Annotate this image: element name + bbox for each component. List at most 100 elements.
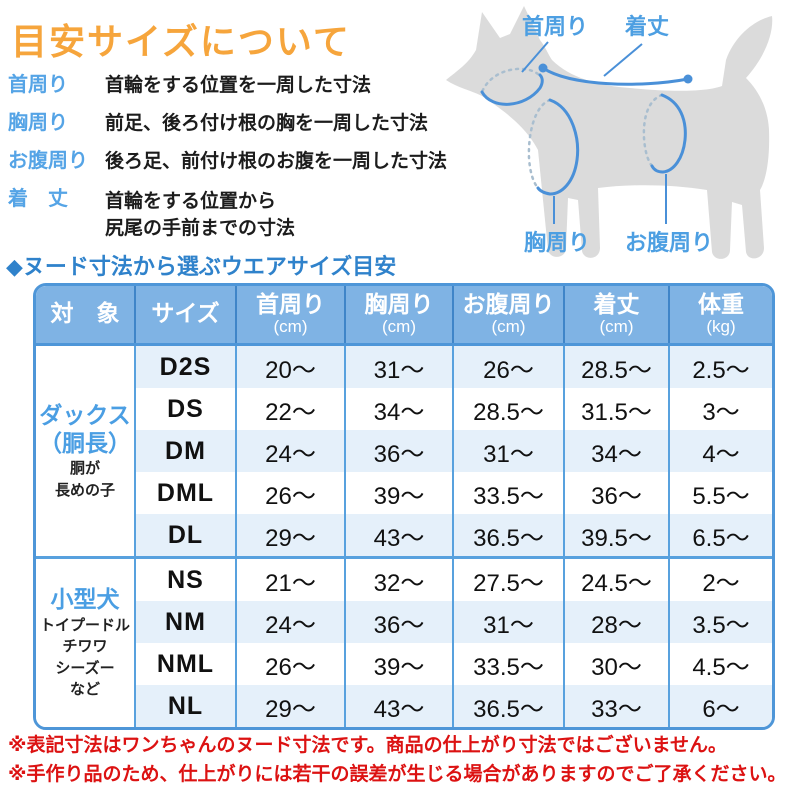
size-cell: D2S	[134, 344, 236, 388]
belly-cell: 28.5〜	[452, 388, 564, 430]
definition-term: 首周り	[8, 74, 68, 96]
chest-cell: 31〜	[344, 344, 453, 388]
weight-cell: 4〜	[668, 430, 772, 472]
section-title: ◆ヌード寸法から選ぶウエアサイズ目安	[6, 254, 397, 279]
length-cell: 33〜	[563, 685, 669, 727]
definition-belly: お腹周り 後ろ足、前付け根のお腹を一周した寸法	[8, 150, 448, 173]
length-cell: 30〜	[563, 643, 669, 685]
belly-cell: 26〜	[452, 344, 564, 388]
chest-cell: 34〜	[344, 388, 453, 430]
page-title: 目安サイズについて	[11, 21, 351, 62]
neck-cell: 24〜	[235, 430, 345, 472]
definition-desc-line1: 首輪をする位置から	[105, 191, 277, 212]
diagram-label-chest: 胸周り	[524, 230, 590, 255]
length-cell: 28.5〜	[563, 344, 669, 388]
diagram-label-neck: 首周り	[522, 14, 588, 39]
table-row: DL 29〜 43〜 36.5〜 39.5〜 6.5〜	[36, 514, 772, 558]
neck-cell: 26〜	[235, 643, 345, 685]
belly-ring-front	[650, 93, 687, 174]
weight-cell: 2.5〜	[668, 344, 772, 388]
neck-cell: 20〜	[235, 344, 345, 388]
dog-silhouette	[446, 6, 773, 259]
neck-label-leader	[521, 41, 549, 73]
size-cell: DL	[134, 514, 236, 558]
table-row: DS 22〜 34〜 28.5〜 31.5〜 3〜	[36, 388, 772, 430]
measure-dot-rear	[683, 74, 693, 84]
size-cell: DS	[134, 388, 236, 430]
chest-cell: 43〜	[344, 685, 453, 727]
header-size: サイズ	[134, 286, 236, 346]
length-cell: 36〜	[563, 472, 669, 514]
dog-diagram-svg: 首周り 着丈 胸周り お腹周り	[446, 6, 773, 259]
header-length: 着丈 (cm)	[563, 286, 669, 346]
definition-term: 着 丈	[8, 188, 68, 210]
definition-desc: 後ろ足、前付け根のお腹を一周した寸法	[105, 151, 448, 172]
neck-cell: 24〜	[235, 601, 345, 643]
size-table: 対 象 サイズ 首周り (cm) 胸周り (cm) お腹周り (cm) 着丈 (cm) …	[36, 286, 772, 727]
table-row: NL 29〜 43〜 36.5〜 33〜 6〜	[36, 685, 772, 727]
length-cell: 34〜	[563, 430, 669, 472]
belly-cell: 31〜	[452, 430, 564, 472]
weight-cell: 3〜	[668, 388, 772, 430]
table-row: NM 24〜 36〜 31〜 28〜 3.5〜	[36, 601, 772, 643]
footer-notes: ※表記寸法はワンちゃんのヌード寸法です。商品の仕上がり寸法ではございません。 ※…	[8, 731, 786, 789]
table-row: NML 26〜 39〜 33.5〜 30〜 4.5〜	[36, 643, 772, 685]
header-chest: 胸周り (cm)	[344, 286, 453, 346]
group-cell-small-dog: 小型犬 トイプードル チワワ シーズー など	[36, 556, 135, 727]
size-cell: NM	[134, 601, 236, 643]
weight-cell: 3.5〜	[668, 601, 772, 643]
belly-cell: 27.5〜	[452, 556, 564, 601]
neck-cell: 29〜	[235, 514, 345, 558]
belly-cell: 33.5〜	[452, 472, 564, 514]
belly-cell: 33.5〜	[452, 643, 564, 685]
size-cell: NS	[134, 556, 236, 601]
back-length-line	[541, 66, 690, 86]
size-cell: NL	[134, 685, 236, 727]
header-weight: 体重 (kg)	[668, 286, 772, 346]
weight-cell: 6.5〜	[668, 514, 772, 558]
length-cell: 28〜	[563, 601, 669, 643]
length-cell: 31.5〜	[563, 388, 669, 430]
definition-term: お腹周り	[8, 150, 88, 172]
neck-cell: 29〜	[235, 685, 345, 727]
size-cell: NML	[134, 643, 236, 685]
definition-neck: 首周り 首輪をする位置を一周した寸法	[8, 74, 448, 97]
size-table-container: 対 象 サイズ 首周り (cm) 胸周り (cm) お腹周り (cm) 着丈 (cm) …	[33, 283, 775, 730]
weight-cell: 4.5〜	[668, 643, 772, 685]
chest-cell: 36〜	[344, 430, 453, 472]
definition-desc: 首輪をする位置を一周した寸法	[105, 75, 372, 96]
table-row: 小型犬 トイプードル チワワ シーズー など NS 21〜 32〜 27.5〜 …	[36, 556, 772, 727]
neck-ring-back-dotted	[480, 67, 540, 94]
weight-cell: 2〜	[668, 556, 772, 601]
definition-term: 胸周り	[8, 112, 68, 134]
chest-ring-back-dotted	[527, 98, 552, 190]
chest-ring-front	[536, 98, 580, 196]
group-cell-dachshund: ダックス （胴長） 胴が 長めの子	[36, 344, 135, 558]
definition-desc: 前足、後ろ付け根の胸を一周した寸法	[105, 113, 429, 134]
neck-cell: 21〜	[235, 556, 345, 601]
definition-desc: 首輪をする位置から 尻尾の手前までの寸法	[105, 188, 295, 242]
length-label-leader	[603, 43, 643, 77]
diagram-label-belly: お腹周り	[625, 230, 713, 255]
chest-cell: 39〜	[344, 643, 453, 685]
chest-cell: 32〜	[344, 556, 453, 601]
table-row: DML 26〜 39〜 33.5〜 36〜 5.5〜	[36, 472, 772, 514]
size-cell: DML	[134, 472, 236, 514]
header-target: 対 象	[36, 286, 135, 346]
measure-dot-front	[538, 63, 548, 73]
definition-desc-line2: 尻尾の手前までの寸法	[105, 218, 296, 239]
note-line: ※手作り品のため、仕上がりには若干の誤差が生じる場合がありますのでご了承ください…	[8, 764, 787, 785]
chest-cell: 39〜	[344, 472, 453, 514]
neck-ring-front	[480, 73, 544, 106]
neck-cell: 26〜	[235, 472, 345, 514]
belly-cell: 36.5〜	[452, 514, 564, 558]
length-cell: 24.5〜	[563, 556, 669, 601]
belly-cell: 31〜	[452, 601, 564, 643]
table-header-row: 対 象 サイズ 首周り (cm) 胸周り (cm) お腹周り (cm) 着丈 (cm) …	[36, 286, 772, 346]
chest-cell: 36〜	[344, 601, 453, 643]
length-cell: 39.5〜	[563, 514, 669, 558]
measurement-definitions: 首周り 首輪をする位置を一周した寸法 胸周り 前足、後ろ付け根の胸を一周した寸法…	[8, 74, 448, 257]
dog-measurement-diagram: 首周り 着丈 胸周り お腹周り	[430, 0, 800, 272]
definition-length: 着 丈 首輪をする位置から 尻尾の手前までの寸法	[8, 188, 448, 242]
